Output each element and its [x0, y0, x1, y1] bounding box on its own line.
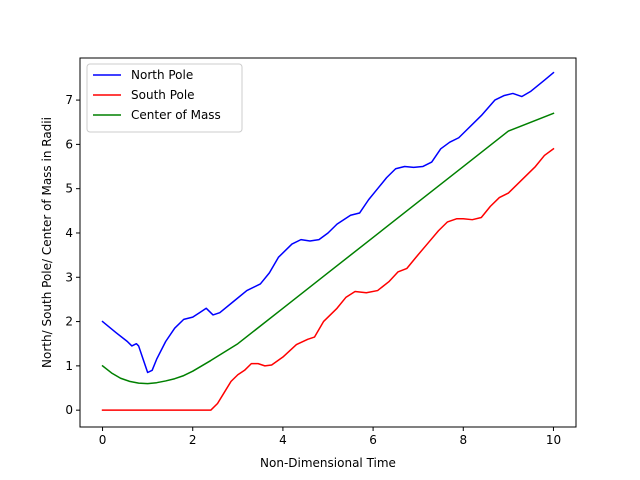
legend-label: North Pole: [131, 68, 193, 82]
x-tick-label: 6: [369, 433, 377, 447]
y-tick-label: 7: [65, 93, 73, 107]
y-axis-label: North/ South Pole/ Center of Mass in Rad…: [40, 117, 54, 368]
legend-label: South Pole: [131, 88, 195, 102]
legend-label: Center of Mass: [131, 108, 221, 122]
series-line-south-pole: [101, 147, 555, 411]
y-tick-label: 1: [65, 359, 73, 373]
y-tick-label: 0: [65, 403, 73, 417]
y-tick-label: 2: [65, 315, 73, 329]
plot-frame: [79, 57, 577, 428]
y-tick-label: 3: [65, 270, 73, 284]
y-tick-label: 6: [65, 137, 73, 151]
legend: North Pole South Pole Center of Mass: [86, 63, 243, 133]
series-line-north-pole: [101, 71, 555, 374]
ticks-layer: 0 2 4 6 8 10 0 1 2 3 4 5 6 7: [65, 93, 561, 447]
y-tick-label: 4: [65, 226, 73, 240]
y-tick-label: 5: [65, 182, 73, 196]
series-layer: [101, 71, 555, 411]
legend-box: [86, 63, 243, 133]
x-axis-label: Non-Dimensional Time: [260, 456, 396, 470]
x-tick-label: 2: [189, 433, 197, 447]
x-tick-label: 0: [99, 433, 107, 447]
x-tick-label: 10: [546, 433, 561, 447]
x-tick-label: 8: [459, 433, 467, 447]
x-tick-label: 4: [279, 433, 287, 447]
series-line-center-of-mass: [101, 112, 555, 385]
